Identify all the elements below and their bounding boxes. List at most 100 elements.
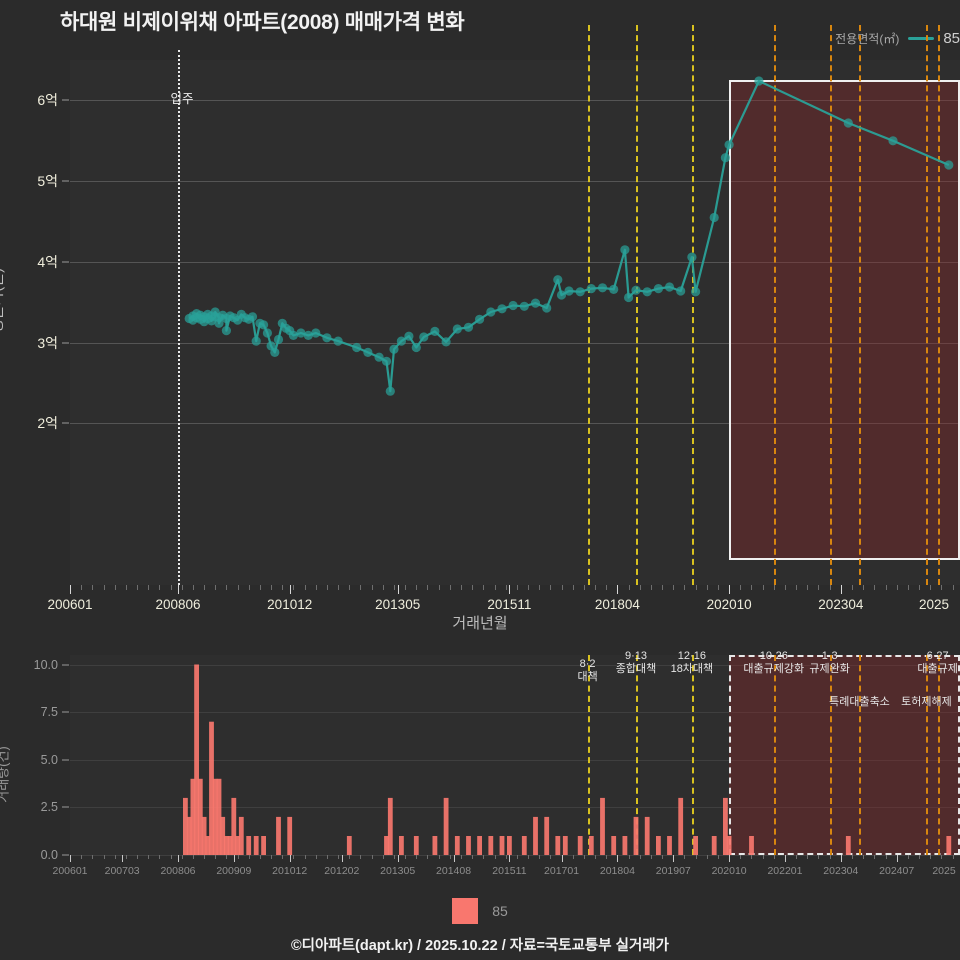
volume-bar [197, 778, 203, 855]
volume-x-major-tick [784, 855, 786, 862]
price-data-point [270, 347, 280, 357]
gridline [70, 807, 960, 809]
volume-x-tick-label: 200909 [216, 865, 252, 877]
volume-x-major-tick [617, 855, 619, 862]
volume-bar [562, 836, 568, 855]
price-x-tick [103, 585, 105, 590]
volume-bar [454, 836, 460, 855]
price-data-point [754, 76, 764, 86]
price-data-point [296, 328, 306, 338]
price-x-major-tick [840, 585, 842, 594]
price-x-tick [885, 585, 887, 590]
volume-bar [533, 816, 538, 855]
price-data-point [720, 153, 731, 163]
price-x-tick [695, 585, 697, 590]
volume-x-tick [606, 855, 608, 859]
price-y-tick-label: 5억 [37, 173, 58, 190]
policy-line-9·13 [636, 25, 639, 585]
volume-x-tick [628, 855, 630, 859]
volume-y-tick-mark [62, 854, 69, 856]
volume-bar [544, 816, 550, 855]
volume-bar [186, 816, 192, 855]
price-y-tick-mark [62, 342, 69, 344]
gridline [70, 423, 960, 425]
price-highlight-region [729, 80, 960, 560]
volume-bar [227, 836, 233, 855]
price-x-tick [405, 585, 407, 590]
price-x-tick [829, 585, 831, 590]
policy-line-vol-9·13 [636, 655, 639, 855]
volume-x-tick [885, 855, 887, 859]
policy-date: 1·3 [821, 650, 838, 662]
policy-annotation-3·20: 토허제해제 [901, 696, 952, 709]
volume-bar [845, 836, 851, 855]
policy-line-vol-1·3 [829, 655, 832, 855]
volume-x-tick-label: 201408 [436, 865, 472, 877]
entry-marker-line [177, 50, 180, 585]
policy-line-vol-6·27 [937, 655, 940, 855]
volume-x-tick [483, 855, 485, 859]
price-x-tick [773, 585, 775, 590]
volume-bar [220, 816, 226, 855]
volume-x-tick [393, 855, 395, 859]
price-x-tick [874, 585, 876, 590]
price-x-tick [192, 585, 194, 590]
volume-x-tick [382, 855, 384, 859]
price-x-tick [181, 585, 183, 590]
volume-bar [190, 778, 196, 855]
volume-x-tick [952, 855, 954, 859]
volume-x-tick [930, 855, 932, 859]
volume-x-tick [114, 855, 116, 859]
price-x-tick [762, 585, 764, 590]
price-data-point [333, 336, 343, 346]
price-x-major-tick [397, 585, 399, 594]
volume-x-tick [170, 855, 172, 859]
price-data-point [597, 283, 608, 293]
volume-y-tick-label: 5.0 [40, 752, 58, 767]
volume-x-major-tick [840, 855, 842, 862]
price-x-tick [941, 585, 943, 590]
price-y-tick-label: 4억 [37, 253, 58, 270]
volume-bar [633, 816, 639, 855]
volume-x-tick [572, 855, 574, 859]
volume-bar [346, 836, 352, 855]
volume-x-tick-label: 201202 [324, 865, 360, 877]
price-x-tick [259, 585, 261, 590]
price-data-point [542, 303, 552, 313]
price-x-tick [237, 585, 239, 590]
volume-x-tick [148, 855, 150, 859]
price-x-major-tick [729, 585, 731, 594]
volume-x-tick [583, 855, 585, 859]
volume-x-tick [796, 855, 798, 859]
price-x-tick [595, 585, 597, 590]
volume-bar [216, 778, 222, 855]
policy-name: 대출규제 [917, 662, 958, 675]
price-x-tick [583, 585, 585, 590]
price-x-tick [483, 585, 485, 590]
volume-bar [246, 836, 252, 855]
volume-x-tick [907, 855, 909, 859]
volume-x-tick [807, 855, 809, 859]
volume-x-tick-label: 201701 [544, 865, 580, 877]
price-x-tick [159, 585, 161, 590]
volume-bar [384, 836, 389, 855]
volume-x-tick-label: 201511 [492, 865, 527, 877]
volume-x-major-tick [561, 855, 563, 862]
policy-annotation-8·2: 8·2 대책 [577, 658, 597, 683]
price-data-point [564, 286, 574, 296]
price-x-tick [282, 585, 284, 590]
price-x-major-tick [177, 585, 179, 594]
volume-x-tick [595, 855, 597, 859]
price-x-tick [449, 585, 451, 590]
volume-x-tick [282, 855, 284, 859]
volume-bar [387, 797, 393, 855]
volume-x-tick [226, 855, 228, 859]
price-x-tick [293, 585, 295, 590]
policy-line-vol-9·7 [859, 655, 862, 855]
volume-x-tick [449, 855, 451, 859]
volume-x-tick [539, 855, 541, 859]
price-data-point [463, 322, 474, 332]
gridline [70, 261, 960, 263]
price-data-point [944, 160, 954, 170]
policy-annotation-1·3: 1·3 규제완화 [809, 650, 849, 675]
